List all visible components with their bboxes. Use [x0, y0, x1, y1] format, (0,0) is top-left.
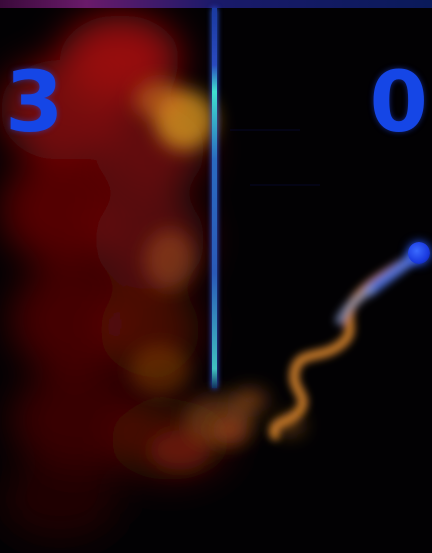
- player-right-score: 0: [369, 53, 428, 151]
- ball-trail: [269, 248, 424, 440]
- player-left-score: 3: [5, 53, 64, 151]
- ball: [408, 242, 430, 264]
- warm-glow: [130, 80, 255, 470]
- center-divider: [212, 8, 217, 388]
- top-bar: [0, 0, 432, 8]
- trail-embers: [212, 388, 304, 444]
- grid-lines: [230, 129, 320, 186]
